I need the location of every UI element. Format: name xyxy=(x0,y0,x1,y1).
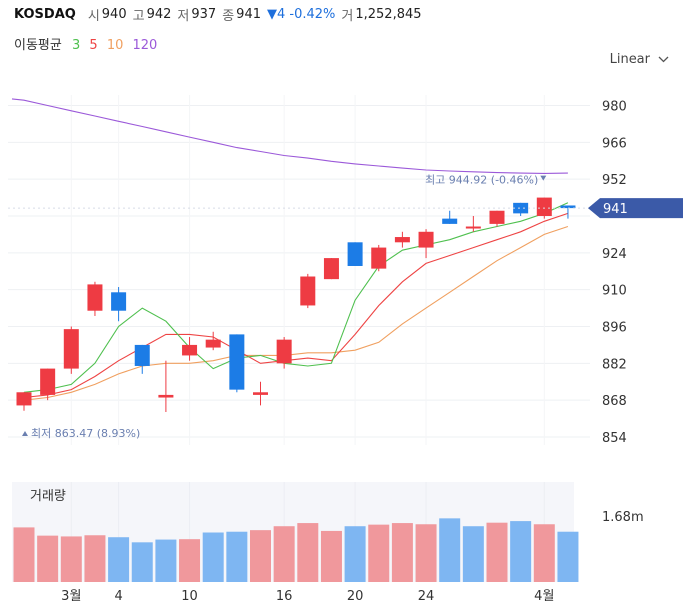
candle-body xyxy=(418,231,434,248)
volume-bar xyxy=(486,522,508,582)
low-label: 저 xyxy=(177,8,190,24)
candle-body xyxy=(63,329,79,369)
y-tick-label: 966 xyxy=(602,136,627,151)
volume-bar xyxy=(273,526,295,582)
volume-bar xyxy=(297,523,319,582)
close-label: 종 xyxy=(222,8,235,24)
candle-body xyxy=(87,284,103,311)
volume-pane-label: 거래량 xyxy=(30,489,66,504)
candle-body xyxy=(465,226,481,229)
candle-body xyxy=(323,258,339,280)
x-tick-label: 16 xyxy=(276,589,293,604)
chevron-down-icon xyxy=(658,56,669,63)
y-tick-label: 854 xyxy=(602,431,627,446)
volume-bar xyxy=(250,530,271,582)
max-marker-icon xyxy=(540,175,547,181)
x-tick-label: 20 xyxy=(347,589,364,604)
ma-3-line xyxy=(23,202,569,393)
volume-bar xyxy=(179,539,201,582)
open-value: 940 xyxy=(101,6,127,22)
x-tick-label: 24 xyxy=(418,589,435,604)
volume-bar xyxy=(391,523,413,582)
open-label: 시 xyxy=(87,8,100,24)
high-label: 고 xyxy=(132,8,145,24)
max-price-annotation: 최고 944.92 (-0.46%) xyxy=(425,174,538,187)
min-price-annotation: 최저 863.47 (8.93%) xyxy=(31,427,140,440)
candle-body xyxy=(40,368,56,395)
volume-bar xyxy=(84,535,106,582)
volume-tick-label: 1.68m xyxy=(602,510,644,525)
moving-average-label: 이동평균 xyxy=(14,38,62,53)
candle-body xyxy=(560,205,576,209)
candle-body xyxy=(442,218,458,224)
volume-bar xyxy=(155,539,177,582)
candle-body xyxy=(134,344,150,366)
volume-bar xyxy=(344,526,366,582)
y-tick-label: 952 xyxy=(602,173,627,188)
y-tick-label: 924 xyxy=(602,247,627,262)
candle-body xyxy=(229,334,245,390)
candle-body xyxy=(347,242,363,266)
current-price-tag xyxy=(588,198,683,219)
volume-bar xyxy=(415,524,437,582)
volume-value: 1,252,845 xyxy=(355,6,422,22)
candle-body xyxy=(371,247,387,269)
candle-body xyxy=(394,237,410,243)
volume-bar xyxy=(131,542,153,582)
scale-mode-label: Linear xyxy=(609,52,650,67)
candle-body xyxy=(513,202,529,214)
ma-120-period: 120 xyxy=(132,38,158,53)
volume-bar xyxy=(557,531,579,582)
y-tick-label: 910 xyxy=(602,284,627,299)
ma-120-line xyxy=(11,98,568,174)
volume-bar xyxy=(226,531,248,582)
candle-body xyxy=(111,292,127,311)
ma-10-period: 10 xyxy=(106,38,124,53)
low-value: 937 xyxy=(191,6,217,22)
scale-mode-dropdown[interactable]: Linear xyxy=(610,52,669,67)
volume-bar xyxy=(202,532,224,582)
candle-body xyxy=(253,392,268,395)
y-tick-label: 882 xyxy=(602,357,627,372)
candle-body xyxy=(276,339,292,364)
candle-body xyxy=(300,276,316,306)
volume-bar xyxy=(60,536,82,582)
close-value: 941 xyxy=(236,6,261,22)
x-tick-label: 4월 xyxy=(534,589,554,604)
y-tick-label: 980 xyxy=(602,100,627,115)
symbol-name: KOSDAQ xyxy=(14,6,76,22)
change-value: ▼4 -0.42% xyxy=(267,6,336,22)
candle-body xyxy=(489,210,505,224)
x-tick-label: 10 xyxy=(181,589,198,604)
ma-10-line xyxy=(23,225,569,401)
current-price-label: 941 xyxy=(603,202,628,217)
volume-label: 거 xyxy=(341,8,354,24)
volume-bar xyxy=(439,518,461,582)
ma-3-period: 3 xyxy=(71,38,81,53)
volume-bar xyxy=(13,527,35,582)
volume-bar xyxy=(320,530,342,582)
candle-body xyxy=(16,392,32,406)
quote-header: KOSDAQ 시 940 고 942 저 937 종 941 ▼4 -0.42% 거 1,… xyxy=(14,4,428,24)
volume-bar xyxy=(510,521,532,582)
volume-bar xyxy=(37,535,59,582)
candle-body xyxy=(158,394,174,398)
x-tick-label: 4 xyxy=(114,589,122,604)
candle-body xyxy=(182,344,198,356)
moving-average-legend[interactable]: 이동평균 3 5 10 120 xyxy=(14,34,162,53)
x-tick-label: 3월 xyxy=(61,589,81,604)
volume-bar xyxy=(533,524,555,582)
volume-bar xyxy=(462,526,484,582)
volume-bar xyxy=(368,524,390,582)
y-tick-label: 868 xyxy=(602,394,627,409)
ma-5-line xyxy=(23,212,569,399)
min-marker-icon xyxy=(22,431,28,437)
volume-bar xyxy=(108,537,130,582)
ma-5-period: 5 xyxy=(89,38,98,53)
candle-body xyxy=(536,197,552,216)
candle-body xyxy=(205,339,221,348)
high-value: 942 xyxy=(146,6,172,22)
y-tick-label: 896 xyxy=(602,321,627,336)
